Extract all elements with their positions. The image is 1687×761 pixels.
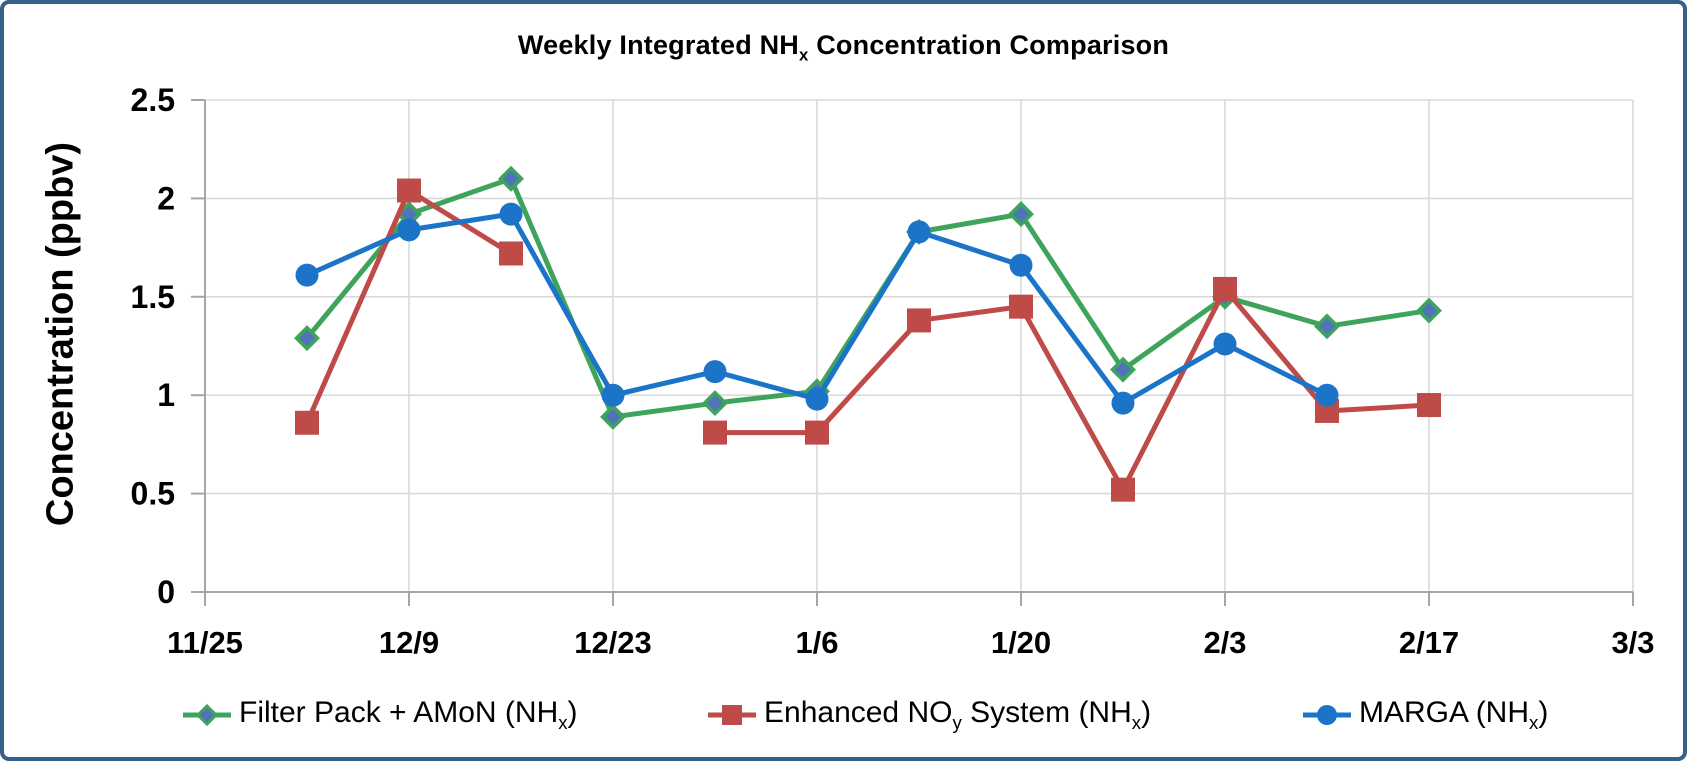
label-text: MARGA (NH [1359, 696, 1530, 729]
data-point-square [295, 410, 319, 435]
data-point-square [1417, 393, 1441, 418]
label-text: Enhanced NO [764, 696, 953, 729]
x-tick-label: 12/9 [379, 625, 439, 660]
legend-label: Enhanced NOy System (NHx) [764, 696, 1151, 734]
gridlines [205, 99, 1634, 592]
data-point-square [1009, 294, 1033, 319]
label-text: ) [1538, 696, 1549, 729]
data-point-square [805, 420, 829, 445]
series-line [304, 176, 1432, 420]
data-point-diamond [1314, 313, 1340, 340]
data-point-diamond [294, 325, 320, 352]
label-text: System (NH [961, 696, 1132, 729]
data-point-circle [1213, 332, 1237, 356]
legend-item-2: MARGA (NHx) [1302, 696, 1548, 734]
label-text: ) [1141, 696, 1152, 729]
data-point-square [1213, 276, 1237, 301]
data-point-square [703, 420, 727, 445]
x-tick-label: 1/20 [991, 625, 1051, 660]
data-point-square [397, 178, 421, 203]
y-tick-label: 2.5 [131, 82, 175, 118]
label-text: ) [567, 696, 578, 729]
data-point-circle [295, 263, 319, 287]
legend-diamond [195, 703, 219, 727]
data-point-circle [1009, 253, 1033, 277]
x-tick-label: 3/3 [1611, 625, 1654, 660]
data-point-square [499, 241, 523, 266]
data-point-diamond [702, 390, 728, 417]
x-tick-label: 1/6 [795, 625, 838, 660]
data-point-diamond [1416, 297, 1442, 324]
x-tick-label: 2/17 [1399, 625, 1459, 660]
subscript-text: y [952, 712, 962, 733]
y-tick-label: 2 [157, 180, 175, 216]
x-tick-label: 11/25 [167, 625, 243, 660]
data-point-circle [805, 387, 829, 411]
subscript-text: x [558, 712, 568, 733]
data-point-square [907, 308, 931, 333]
series-1 [295, 178, 1441, 502]
legend-item-1: Enhanced NOy System (NHx) [707, 696, 1151, 734]
legend-marker-diamond [183, 703, 231, 727]
series-0 [294, 165, 1442, 430]
y-tick-label: 1 [157, 377, 175, 413]
data-point-circle [1315, 383, 1339, 407]
data-point-circle [703, 360, 727, 384]
subscript-text: x [1131, 712, 1142, 733]
data-point-circle [907, 220, 931, 244]
legend-item-0: Filter Pack + AMoN (NHx) [182, 696, 578, 734]
y-tick-label: 0 [157, 574, 175, 610]
label-text: Concentration Comparison [808, 30, 1170, 60]
x-tick-label: 12/23 [574, 625, 652, 660]
label-text: Filter Pack + AMoN (NH [239, 696, 559, 729]
data-point-circle [601, 383, 625, 407]
legend-circle [1317, 705, 1337, 725]
data-point-circle [499, 202, 523, 226]
label-text: Weekly Integrated NH [517, 30, 800, 60]
chart-canvas: 0 0.5 1 1.5 2 2.5 11/25 12/9 12/23 1/6 1/20 2/3 2/17… [131, 82, 1655, 660]
data-point-square [1111, 477, 1135, 502]
subscript-text: x [1529, 712, 1539, 733]
chart-title: Weekly Integrated NHx Concentration Comp… [4, 30, 1683, 65]
y-tick-label: 1.5 [131, 279, 175, 315]
data-point-diamond [600, 403, 626, 430]
axes: 0 0.5 1 1.5 2 2.5 11/25 12/9 12/23 1/6 1/20 2/3 2/17… [131, 82, 1655, 660]
subscript-text: x [799, 45, 809, 65]
legend-label: Filter Pack + AMoN (NHx) [239, 696, 578, 734]
data-point-diamond [498, 165, 524, 192]
y-tick-label: 0.5 [131, 476, 175, 512]
series-2 [295, 202, 1339, 415]
legend-marker-square [708, 705, 756, 725]
legend-marker-circle [1303, 705, 1351, 725]
series-line [712, 286, 1432, 493]
legend-label: MARGA (NHx) [1359, 696, 1548, 734]
legend-square [722, 705, 742, 725]
data-point-circle [397, 218, 421, 242]
data-point-diamond [1110, 356, 1136, 383]
data-point-circle [1111, 391, 1135, 415]
x-tick-label: 2/3 [1203, 625, 1246, 660]
data-point-diamond [1008, 201, 1034, 228]
